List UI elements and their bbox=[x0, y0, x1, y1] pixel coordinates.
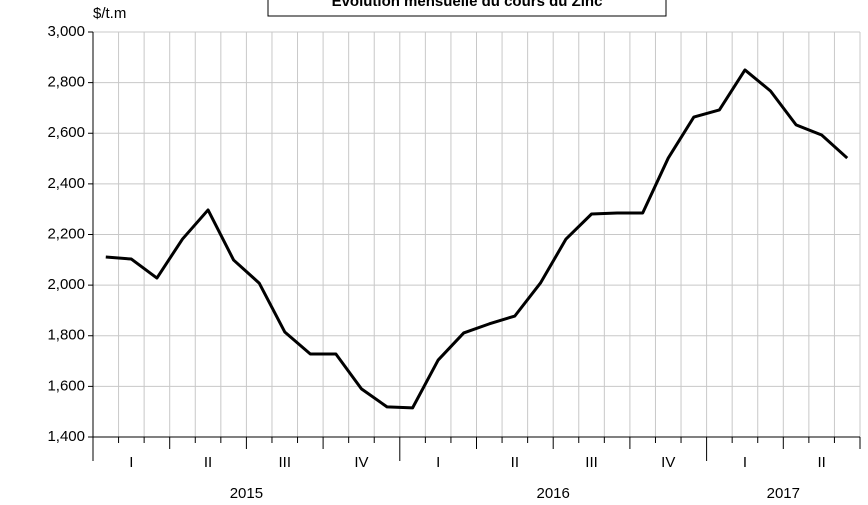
quarter-label: IV bbox=[354, 454, 368, 471]
year-label: 2015 bbox=[230, 485, 263, 502]
quarter-label: III bbox=[278, 454, 291, 471]
y-tick-label: 2,600 bbox=[47, 124, 85, 141]
year-label: 2016 bbox=[537, 485, 570, 502]
year-label: 2017 bbox=[767, 485, 800, 502]
quarter-label: II bbox=[204, 454, 212, 471]
quarter-label: I bbox=[743, 454, 747, 471]
y-tick-label: 1,800 bbox=[47, 327, 85, 344]
y-tick-label: 1,400 bbox=[47, 428, 85, 445]
y-tick-label: 3,000 bbox=[47, 23, 85, 40]
line-series bbox=[105, 68, 849, 410]
quarter-label: II bbox=[817, 454, 825, 471]
y-tick-label: 2,200 bbox=[47, 225, 85, 242]
y-tick-label: 2,000 bbox=[47, 276, 85, 293]
quarter-label: II bbox=[511, 454, 519, 471]
quarter-label: I bbox=[436, 454, 440, 471]
quarter-label: IV bbox=[661, 454, 675, 471]
y-axis-label: $/t.m bbox=[93, 5, 126, 22]
chart-title: Evolution mensuelle du cours du Zinc bbox=[332, 0, 603, 10]
quarter-label: III bbox=[585, 454, 598, 471]
y-tick-label: 2,800 bbox=[47, 74, 85, 91]
y-tick-label: 1,600 bbox=[47, 377, 85, 394]
y-tick-label: 2,400 bbox=[47, 175, 85, 192]
quarter-label: I bbox=[129, 454, 133, 471]
title-box bbox=[267, 0, 667, 17]
